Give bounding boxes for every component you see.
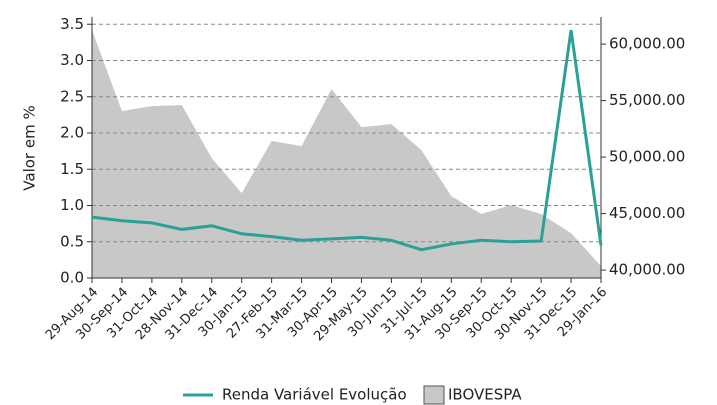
y-tick-label: 2.5 — [60, 87, 84, 105]
legend-swatch — [423, 385, 445, 405]
y-tick-label: 0.0 — [60, 269, 84, 287]
y-tick-label: 2.0 — [60, 124, 84, 142]
legend-label: IBOVESPA — [448, 386, 522, 404]
y-tick-label: 1.5 — [60, 160, 84, 178]
y-tick-label: 3.0 — [60, 51, 84, 69]
y2-tick-label: 40,000.00 — [609, 261, 685, 279]
line — [91, 29, 603, 252]
y-tick-label: 3.5 — [60, 15, 84, 33]
y-tick-label: 1.0 — [60, 196, 84, 214]
y-tick-label: 0.5 — [60, 232, 84, 250]
y2-tick-label: 45,000.00 — [609, 204, 685, 222]
y-axis-label: Valor em % — [21, 105, 39, 190]
legend-label: Renda Variável Evolução — [222, 386, 407, 404]
area — [92, 30, 601, 279]
y2-tick-label: 60,000.00 — [609, 35, 685, 53]
y2-tick-label: 50,000.00 — [609, 148, 685, 166]
y2-tick-label: 55,000.00 — [609, 91, 685, 109]
